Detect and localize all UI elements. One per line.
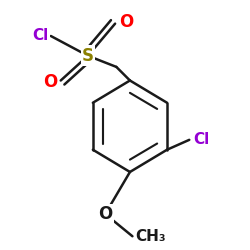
Text: O: O — [98, 205, 112, 223]
Text: O: O — [119, 14, 133, 32]
Text: O: O — [43, 73, 57, 91]
Text: CH₃: CH₃ — [135, 229, 166, 244]
Text: Cl: Cl — [32, 28, 48, 44]
Text: Cl: Cl — [193, 132, 209, 147]
Text: S: S — [82, 47, 94, 65]
